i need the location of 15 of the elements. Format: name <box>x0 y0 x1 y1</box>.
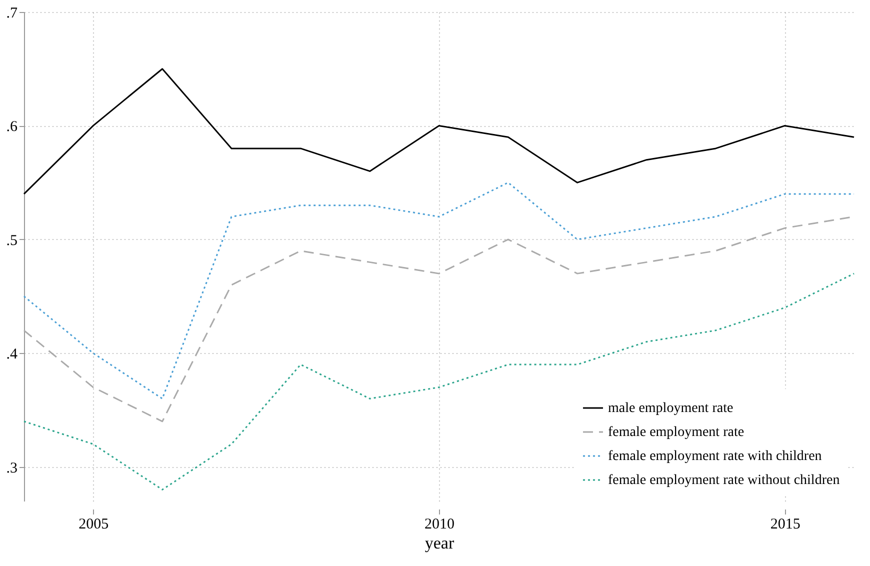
y-tick-label: .5 <box>6 232 18 249</box>
y-tick-label: .7 <box>6 6 18 22</box>
x-tick-label: 2015 <box>770 516 800 532</box>
y-tick-label: .3 <box>6 460 18 476</box>
line-series <box>23 68 855 195</box>
y-tick-label: .6 <box>6 119 18 136</box>
line-series <box>23 272 855 490</box>
y-tick-label: .4 <box>6 346 18 363</box>
legend-label: female employment rate with children <box>608 449 822 464</box>
x-tick-label: 2010 <box>424 516 454 532</box>
x-tick-label: 2005 <box>78 516 109 532</box>
legend-label: female employment rate without children <box>608 473 840 488</box>
legend-label: female employment rate <box>608 425 744 440</box>
x-axis-title: year <box>424 534 454 552</box>
legend-label: male employment rate <box>608 401 734 416</box>
